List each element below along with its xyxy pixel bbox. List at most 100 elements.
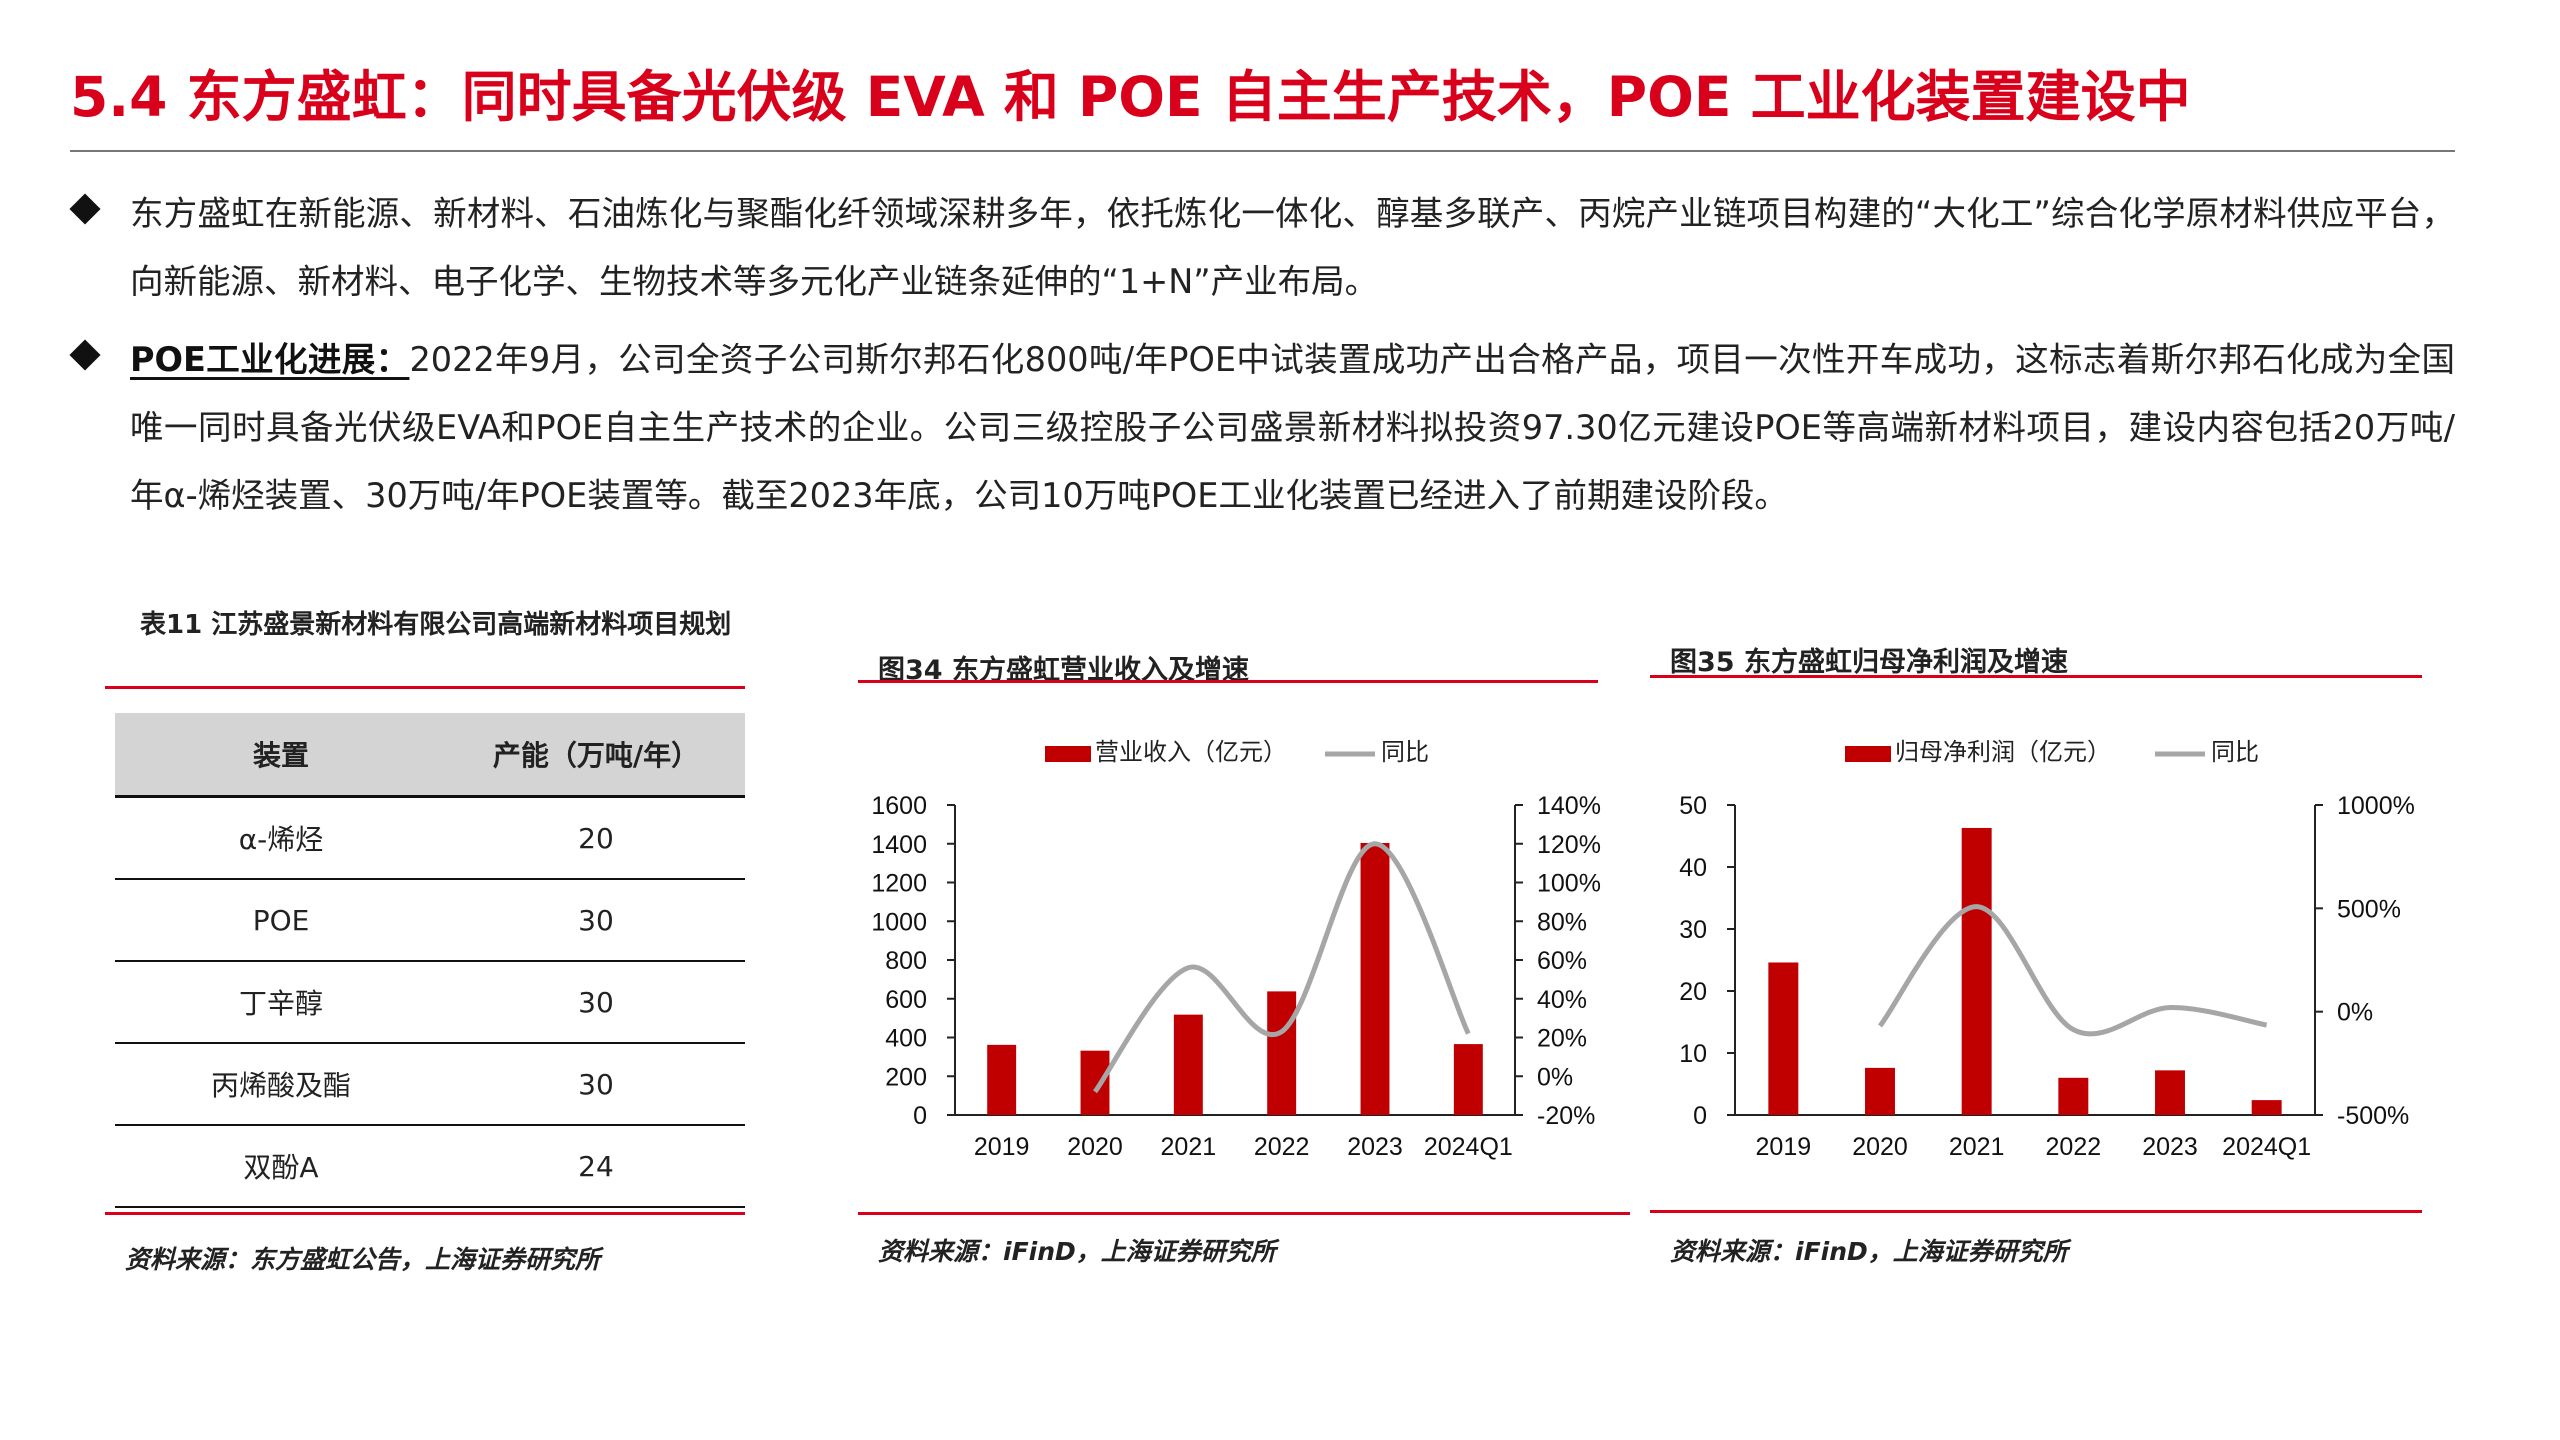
left-tick-label: 50 bbox=[1679, 792, 1707, 820]
legend-line-label: 同比 bbox=[1381, 739, 1429, 766]
x-tick-label: 2020 bbox=[1067, 1133, 1123, 1161]
table-cell: 20 bbox=[447, 796, 745, 880]
left-tick-label: 1200 bbox=[871, 870, 927, 898]
diamond-bullet-icon bbox=[69, 339, 101, 371]
bar bbox=[1768, 962, 1799, 1115]
legend-bar-label: 归母净利润（亿元） bbox=[1895, 739, 2111, 766]
x-tick-label: 2021 bbox=[1949, 1133, 2005, 1161]
bar bbox=[1173, 1014, 1203, 1115]
legend-bar-swatch bbox=[1845, 746, 1891, 762]
bar bbox=[1961, 827, 1992, 1115]
bullet-item: 东方盛虹在新能源、新材料、石油炼化与聚酯化纤领域深耕多年，依托炼化一体化、醇基多… bbox=[69, 180, 2455, 316]
legend-bar-swatch bbox=[1045, 746, 1091, 762]
page-title: 5.4 东方盛虹：同时具备光伏级 EVA 和 POE 自主生产技术，POE 工业… bbox=[70, 65, 2191, 129]
left-tick-label: 0 bbox=[913, 1102, 927, 1130]
table-header-cell: 产能（万吨/年） bbox=[447, 713, 745, 798]
x-tick-label: 2019 bbox=[974, 1133, 1030, 1161]
right-tick-label: 1000% bbox=[2337, 792, 2415, 820]
x-tick-label: 2023 bbox=[1347, 1133, 1403, 1161]
left-tick-label: 40 bbox=[1679, 854, 1707, 882]
x-tick-label: 2024Q1 bbox=[1424, 1133, 1513, 1161]
left-tick-label: 30 bbox=[1679, 916, 1707, 944]
right-tick-label: -500% bbox=[2337, 1102, 2409, 1130]
table-cell: 30 bbox=[447, 879, 745, 962]
right-tick-label: 0% bbox=[1537, 1063, 1573, 1091]
table-title-rule bbox=[105, 686, 745, 689]
fig35-bottom-rule bbox=[1650, 1210, 2422, 1213]
table-header-cell: 装置 bbox=[115, 713, 447, 798]
right-tick-label: 500% bbox=[2337, 895, 2401, 923]
right-tick-label: -20% bbox=[1537, 1102, 1595, 1130]
growth-line bbox=[1878, 904, 2268, 1037]
right-tick-label: 60% bbox=[1537, 947, 1587, 975]
right-tick-label: 0% bbox=[2337, 999, 2373, 1027]
net-profit-chart: 0 10 20 30 40 50 -500% 0% 500% 1000% 2019 2020 2021 2… bbox=[1679, 739, 2415, 1161]
table-title: 表11 江苏盛景新材料有限公司高端新材料项目规划 bbox=[140, 610, 732, 640]
legend-line-label: 同比 bbox=[2211, 739, 2259, 766]
bullet-item: POE工业化进展：2022年9月，公司全资子公司斯尔邦石化800吨/年POE中试… bbox=[69, 326, 2455, 530]
diamond-bullet-icon bbox=[69, 193, 101, 225]
table-cell: 双酚A bbox=[115, 1125, 447, 1208]
left-tick-label: 1600 bbox=[871, 792, 927, 820]
x-tick-label: 2023 bbox=[2142, 1133, 2198, 1161]
bar bbox=[1453, 1044, 1483, 1115]
left-tick-label: 200 bbox=[885, 1063, 927, 1091]
fig34-source: 资料来源：iFinD，上海证券研究所 bbox=[878, 1237, 1276, 1266]
left-tick-label: 0 bbox=[1693, 1102, 1707, 1130]
right-tick-label: 40% bbox=[1537, 986, 1587, 1014]
x-tick-label: 2022 bbox=[1254, 1133, 1310, 1161]
project-table: 装置 产能（万吨/年） α-烯烃 20 POE 30 丁辛醇 30 丙烯酸及酯 30 双… bbox=[115, 713, 745, 1208]
legend-bar-label: 营业收入（亿元） bbox=[1095, 739, 1287, 766]
left-tick-label: 1400 bbox=[871, 831, 927, 859]
table-source: 资料来源：东方盛虹公告，上海证券研究所 bbox=[125, 1245, 601, 1274]
bar bbox=[1267, 991, 1297, 1115]
bar bbox=[2251, 1100, 2282, 1115]
bar bbox=[2058, 1077, 2089, 1115]
table-cell: 丁辛醇 bbox=[115, 961, 447, 1044]
bullet-list: 东方盛虹在新能源、新材料、石油炼化与聚酯化纤领域深耕多年，依托炼化一体化、醇基多… bbox=[69, 180, 2455, 540]
table-bottom-rule bbox=[105, 1212, 745, 1215]
left-tick-label: 800 bbox=[885, 947, 927, 975]
table-cell: α-烯烃 bbox=[115, 796, 447, 880]
bar bbox=[1865, 1067, 1895, 1115]
x-tick-label: 2024Q1 bbox=[2222, 1133, 2311, 1161]
table-header-row: 装置 产能（万吨/年） bbox=[115, 713, 745, 798]
bullet-lead: POE工业化进展： bbox=[130, 340, 410, 379]
bullet-text: 东方盛虹在新能源、新材料、石油炼化与聚酯化纤领域深耕多年，依托炼化一体化、醇基多… bbox=[130, 194, 2455, 301]
fig35-source: 资料来源：iFinD，上海证券研究所 bbox=[1670, 1237, 2068, 1266]
right-tick-label: 100% bbox=[1537, 870, 1601, 898]
left-tick-label: 400 bbox=[885, 1025, 927, 1053]
x-tick-label: 2019 bbox=[1756, 1133, 1812, 1161]
right-tick-label: 120% bbox=[1537, 831, 1601, 859]
revenue-chart: 0 200 400 600 800 1000 1200 1400 1600 -20% 0% 20% 40… bbox=[871, 739, 1601, 1161]
left-tick-label: 10 bbox=[1679, 1040, 1707, 1068]
fig34-bottom-rule bbox=[858, 1212, 1630, 1215]
right-tick-label: 140% bbox=[1537, 792, 1601, 820]
bar bbox=[1080, 1050, 1110, 1115]
title-divider bbox=[70, 150, 2455, 152]
x-tick-label: 2021 bbox=[1161, 1133, 1217, 1161]
fig34-title-rule bbox=[858, 680, 1598, 683]
bullet-text: POE工业化进展：2022年9月，公司全资子公司斯尔邦石化800吨/年POE中试… bbox=[130, 340, 2455, 515]
table-cell: 30 bbox=[447, 1043, 745, 1126]
table-row: 丙烯酸及酯 30 bbox=[115, 1043, 745, 1126]
left-tick-label: 1000 bbox=[871, 908, 927, 936]
table-row: 丁辛醇 30 bbox=[115, 961, 745, 1044]
right-tick-label: 20% bbox=[1537, 1025, 1587, 1053]
fig35-title: 图35 东方盛虹归母净利润及增速 bbox=[1670, 647, 2068, 678]
bar bbox=[1360, 842, 1390, 1115]
growth-line bbox=[1092, 841, 1471, 1094]
table-cell: 丙烯酸及酯 bbox=[115, 1043, 447, 1126]
bar bbox=[2155, 1070, 2185, 1115]
left-tick-label: 600 bbox=[885, 986, 927, 1014]
left-tick-label: 20 bbox=[1679, 978, 1707, 1006]
x-tick-label: 2022 bbox=[2046, 1133, 2102, 1161]
x-tick-label: 2020 bbox=[1852, 1133, 1908, 1161]
right-tick-label: 80% bbox=[1537, 908, 1587, 936]
table-row: 双酚A 24 bbox=[115, 1125, 745, 1208]
table-row: POE 30 bbox=[115, 879, 745, 962]
bar bbox=[987, 1044, 1017, 1115]
table-cell: 30 bbox=[447, 961, 745, 1044]
table-cell: 24 bbox=[447, 1125, 745, 1208]
fig35-title-rule bbox=[1650, 675, 2422, 678]
